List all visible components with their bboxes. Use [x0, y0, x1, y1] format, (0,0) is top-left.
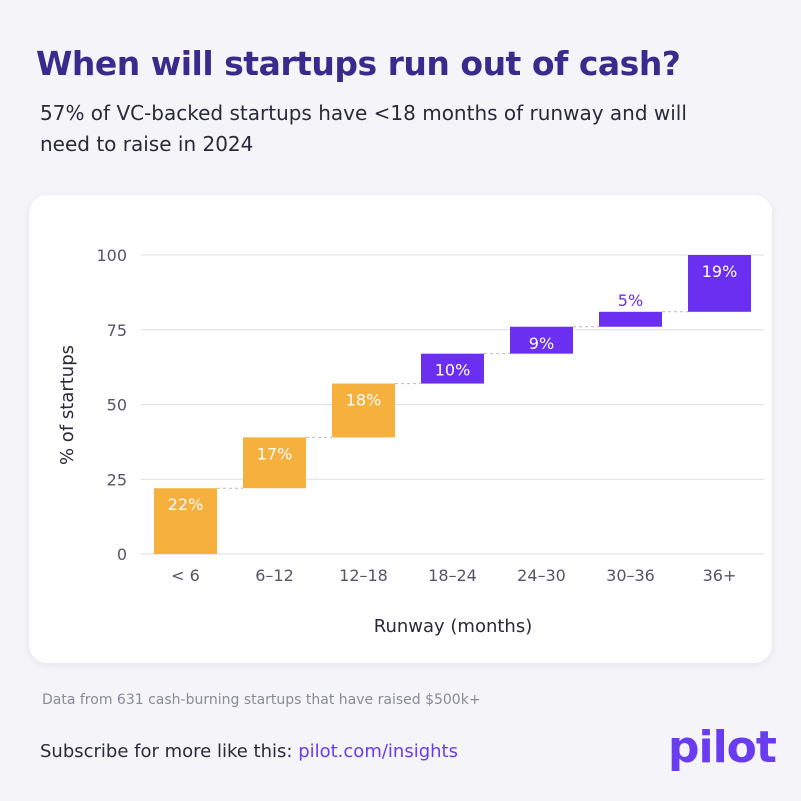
bar	[421, 353, 484, 384]
y-tick-label: 100	[96, 246, 127, 265]
y-tick-label: 75	[107, 321, 127, 340]
waterfall-chart: 0 25 50 75 100 22% < 6 17% 6–12 18% 12–18 10% 18–24 9…	[57, 246, 764, 637]
y-tick-label: 25	[107, 470, 127, 489]
x-tick-label: < 6	[171, 566, 200, 585]
data-source-note: Data from 631 cash-burning startups that…	[42, 692, 481, 708]
bar-value-label: 5%	[618, 291, 643, 310]
page-subtitle: 57% of VC-backed startups have <18 month…	[40, 101, 687, 156]
bar	[243, 437, 306, 489]
y-tick-label: 0	[117, 545, 127, 564]
x-tick-label: 24–30	[517, 566, 566, 585]
bar-value-label: 9%	[529, 334, 554, 353]
chart-card: 0 25 50 75 100 22% < 6 17% 6–12 18% 12–18 10% 18–24 9…	[29, 195, 772, 663]
bar-value-label: 22%	[168, 495, 204, 514]
bar	[688, 255, 751, 312]
bar	[332, 383, 395, 438]
x-axis-title: Runway (months)	[374, 616, 532, 637]
subscribe-text: Subscribe for more like this:	[40, 741, 299, 762]
y-axis-title: % of startups	[57, 345, 78, 465]
bar	[154, 488, 217, 554]
subscribe-line: Subscribe for more like this: pilot.com/…	[40, 741, 458, 762]
bar	[599, 311, 662, 327]
x-tick-label: 6–12	[255, 566, 294, 585]
x-tick-label: 36+	[703, 566, 737, 585]
x-tick-label: 30–36	[606, 566, 655, 585]
page-title: When will startups run out of cash?	[36, 44, 681, 83]
x-tick-label: 12–18	[339, 566, 388, 585]
bar-value-label: 17%	[257, 444, 293, 463]
bar	[510, 326, 573, 354]
x-tick-label: 18–24	[428, 566, 477, 585]
y-tick-label: 50	[107, 396, 127, 415]
bar-value-label: 10%	[435, 361, 471, 380]
pilot-logo: pilot	[668, 722, 777, 773]
insights-link[interactable]: pilot.com/insights	[298, 741, 458, 762]
bar-value-label: 18%	[346, 391, 382, 410]
bar-value-label: 19%	[702, 262, 738, 281]
